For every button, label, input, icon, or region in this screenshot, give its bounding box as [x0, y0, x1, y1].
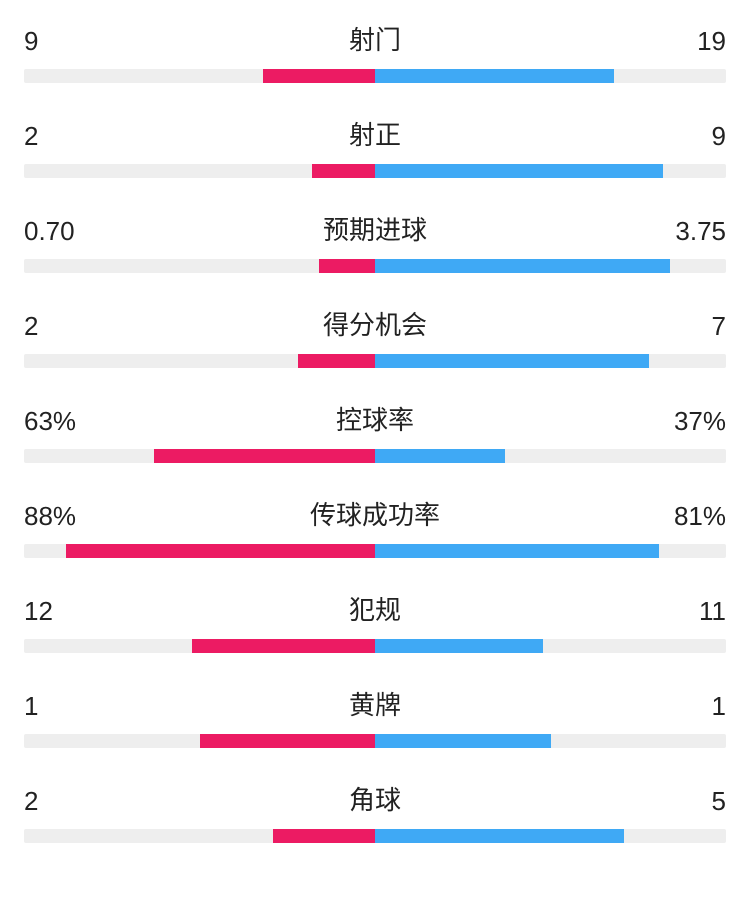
stat-bar-left-fill — [298, 354, 375, 368]
stat-label: 黄牌 — [84, 685, 666, 722]
stat-row: 0.70预期进球3.75 — [24, 210, 726, 273]
stat-right-value: 1 — [666, 691, 726, 722]
stat-bar-track — [24, 734, 726, 748]
stat-row: 63%控球率37% — [24, 400, 726, 463]
stat-right-value: 9 — [666, 121, 726, 152]
stat-bar-right-fill — [375, 734, 551, 748]
stat-right-value: 37% — [666, 406, 726, 437]
stat-bar-track — [24, 259, 726, 273]
match-stats-container: 9射门192射正90.70预期进球3.752得分机会763%控球率37%88%传… — [24, 20, 726, 843]
stat-label: 传球成功率 — [84, 495, 666, 532]
stat-row: 9射门19 — [24, 20, 726, 83]
stat-row: 2得分机会7 — [24, 305, 726, 368]
stat-labels: 1黄牌1 — [24, 685, 726, 722]
stat-bar-right-fill — [375, 259, 670, 273]
stat-bar-right-fill — [375, 449, 505, 463]
stat-row: 12犯规11 — [24, 590, 726, 653]
stat-labels: 2射正9 — [24, 115, 726, 152]
stat-row: 88%传球成功率81% — [24, 495, 726, 558]
stat-bar-left-fill — [319, 259, 375, 273]
stat-bar-track — [24, 449, 726, 463]
stat-left-value: 88% — [24, 501, 84, 532]
stat-bar-right-fill — [375, 354, 649, 368]
stat-right-value: 5 — [666, 786, 726, 817]
stat-bar-left-fill — [263, 69, 375, 83]
stat-labels: 0.70预期进球3.75 — [24, 210, 726, 247]
stat-left-value: 12 — [24, 596, 84, 627]
stat-bar-track — [24, 639, 726, 653]
stat-label: 预期进球 — [84, 210, 666, 247]
stat-bar-left-fill — [192, 639, 375, 653]
stat-labels: 2得分机会7 — [24, 305, 726, 342]
stat-label: 射正 — [84, 115, 666, 152]
stat-bar-track — [24, 829, 726, 843]
stat-bar-track — [24, 354, 726, 368]
stat-right-value: 81% — [666, 501, 726, 532]
stat-right-value: 19 — [666, 26, 726, 57]
stat-row: 2角球5 — [24, 780, 726, 843]
stat-label: 得分机会 — [84, 305, 666, 342]
stat-bar-right-fill — [375, 164, 663, 178]
stat-left-value: 2 — [24, 311, 84, 342]
stat-bar-right-fill — [375, 639, 543, 653]
stat-labels: 88%传球成功率81% — [24, 495, 726, 532]
stat-left-value: 2 — [24, 786, 84, 817]
stat-bar-track — [24, 544, 726, 558]
stat-labels: 2角球5 — [24, 780, 726, 817]
stat-right-value: 3.75 — [666, 216, 726, 247]
stat-left-value: 0.70 — [24, 216, 84, 247]
stat-left-value: 9 — [24, 26, 84, 57]
stat-bar-left-fill — [154, 449, 375, 463]
stat-right-value: 7 — [666, 311, 726, 342]
stat-left-value: 63% — [24, 406, 84, 437]
stat-bar-left-fill — [312, 164, 375, 178]
stat-label: 射门 — [84, 20, 666, 57]
stat-bar-left-fill — [66, 544, 375, 558]
stat-bar-track — [24, 164, 726, 178]
stat-labels: 12犯规11 — [24, 590, 726, 627]
stat-bar-left-fill — [200, 734, 376, 748]
stat-label: 角球 — [84, 780, 666, 817]
stat-labels: 63%控球率37% — [24, 400, 726, 437]
stat-row: 2射正9 — [24, 115, 726, 178]
stat-bar-right-fill — [375, 544, 659, 558]
stat-bar-right-fill — [375, 829, 624, 843]
stat-label: 犯规 — [84, 590, 666, 627]
stat-row: 1黄牌1 — [24, 685, 726, 748]
stat-left-value: 1 — [24, 691, 84, 722]
stat-bar-left-fill — [273, 829, 375, 843]
stat-bar-right-fill — [375, 69, 614, 83]
stat-bar-track — [24, 69, 726, 83]
stat-labels: 9射门19 — [24, 20, 726, 57]
stat-left-value: 2 — [24, 121, 84, 152]
stat-right-value: 11 — [666, 596, 726, 627]
stat-label: 控球率 — [84, 400, 666, 437]
